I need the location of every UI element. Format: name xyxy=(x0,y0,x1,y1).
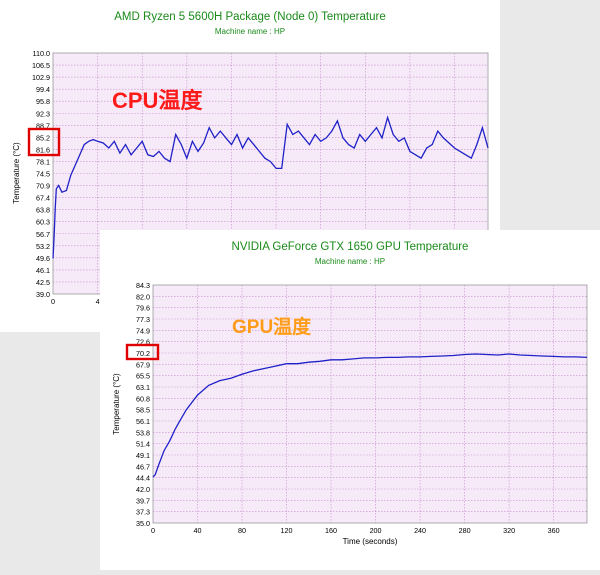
y-tick-label: 46.7 xyxy=(136,462,150,471)
y-tick-label: 58.5 xyxy=(136,406,150,415)
y-tick-label: 39.7 xyxy=(136,496,150,505)
gpu-plot-area xyxy=(152,284,588,524)
x-tick-label: 240 xyxy=(414,526,426,535)
cpu-series-line xyxy=(52,115,489,259)
cpu-highlight-box xyxy=(27,127,61,157)
gpu-x-axis-label: Time (seconds) xyxy=(343,537,398,546)
y-tick-label: 67.9 xyxy=(136,360,150,369)
y-tick-label: 77.3 xyxy=(136,315,150,324)
x-tick-label: 360 xyxy=(548,526,560,535)
x-tick-label: 320 xyxy=(503,526,515,535)
gpu-y-tick-labels: 84.3 82.0 79.6 77.3 74.9 72.6 70.2 67.9 65.5 63.1… xyxy=(136,281,150,528)
x-tick-label: 280 xyxy=(459,526,471,535)
gpu-highlight-box xyxy=(125,343,160,361)
y-tick-label: 60.3 xyxy=(36,218,50,227)
y-tick-label: 46.1 xyxy=(36,266,50,275)
x-tick-label: 160 xyxy=(325,526,337,535)
y-tick-label: 106.5 xyxy=(32,61,50,70)
gpu-grid xyxy=(153,285,587,523)
y-tick-label: 39.0 xyxy=(36,290,50,299)
y-tick-label: 70.9 xyxy=(36,182,50,191)
y-tick-label: 44.4 xyxy=(136,474,150,483)
gpu-y-axis-label: Temperature (°C) xyxy=(112,373,121,435)
y-tick-label: 37.3 xyxy=(136,508,150,517)
x-tick-label: 200 xyxy=(370,526,382,535)
gpu-x-tick-labels: 0 40 80 120 160 200 240 280 320 360 xyxy=(151,526,560,535)
cpu-y-axis-label: Temperature (°C) xyxy=(12,142,21,204)
y-tick-label: 84.3 xyxy=(136,281,150,290)
y-tick-label: 95.8 xyxy=(36,97,50,106)
cpu-chart-panel: AMD Ryzen 5 5600H Package (Node 0) Tempe… xyxy=(0,0,500,332)
y-tick-label: 70.2 xyxy=(136,349,150,358)
cpu-chart-subtitle: Machine name : HP xyxy=(215,27,285,36)
y-tick-label: 56.1 xyxy=(136,417,150,426)
y-tick-label: 53.8 xyxy=(136,428,150,437)
y-tick-label: 63.8 xyxy=(36,206,50,215)
y-tick-label: 51.4 xyxy=(136,440,150,449)
y-tick-label: 42.5 xyxy=(36,278,50,287)
y-tick-label: 74.5 xyxy=(36,170,50,179)
gpu-chart-title: NVIDIA GeForce GTX 1650 GPU Temperature xyxy=(232,241,469,253)
y-tick-label: 88.7 xyxy=(36,121,50,130)
x-tick-label: 0 xyxy=(151,526,155,535)
y-tick-label: 65.5 xyxy=(136,372,150,381)
gpu-series-line xyxy=(152,353,588,478)
y-tick-label: 79.6 xyxy=(136,304,150,313)
y-tick-label: 85.2 xyxy=(36,133,50,142)
y-tick-label: 82.0 xyxy=(136,292,150,301)
y-tick-label: 78.1 xyxy=(36,157,50,166)
x-tick-label: 0 xyxy=(51,297,55,306)
gpu-chart-panel: NVIDIA GeForce GTX 1650 GPU Temperature … xyxy=(100,230,600,570)
y-tick-label: 53.2 xyxy=(36,242,50,251)
y-tick-label: 72.6 xyxy=(136,338,150,347)
x-tick-label: 80 xyxy=(238,526,246,535)
y-tick-label: 67.4 xyxy=(36,194,50,203)
x-tick-label: 4 xyxy=(96,297,100,306)
gpu-chart: NVIDIA GeForce GTX 1650 GPU Temperature … xyxy=(112,241,588,546)
y-tick-label: 35.0 xyxy=(136,519,150,528)
y-tick-label: 49.6 xyxy=(36,254,50,263)
y-tick-label: 42.0 xyxy=(136,485,150,494)
y-tick-label: 63.1 xyxy=(136,383,150,392)
gpu-overlay-label: GPU温度 xyxy=(232,315,312,338)
y-tick-label: 110.0 xyxy=(33,49,50,58)
y-tick-label: 92.3 xyxy=(36,109,50,118)
cpu-overlay-label: CPU温度 xyxy=(112,88,203,113)
cpu-chart-title: AMD Ryzen 5 5600H Package (Node 0) Tempe… xyxy=(114,11,385,23)
y-tick-label: 99.4 xyxy=(36,85,50,94)
y-tick-label: 102.9 xyxy=(32,73,50,82)
x-tick-label: 120 xyxy=(281,526,293,535)
y-tick-label: 81.6 xyxy=(36,145,50,154)
y-tick-label: 56.7 xyxy=(36,230,50,239)
y-tick-label: 60.8 xyxy=(136,394,150,403)
y-tick-label: 49.1 xyxy=(136,451,150,460)
x-tick-label: 40 xyxy=(194,526,202,535)
y-tick-label: 74.9 xyxy=(136,326,150,335)
cpu-y-tick-labels: 110.0 106.5 102.9 99.4 95.8 92.3 88.7 85.2 81.6 7… xyxy=(32,49,50,299)
gpu-chart-subtitle: Machine name : HP xyxy=(315,257,385,266)
